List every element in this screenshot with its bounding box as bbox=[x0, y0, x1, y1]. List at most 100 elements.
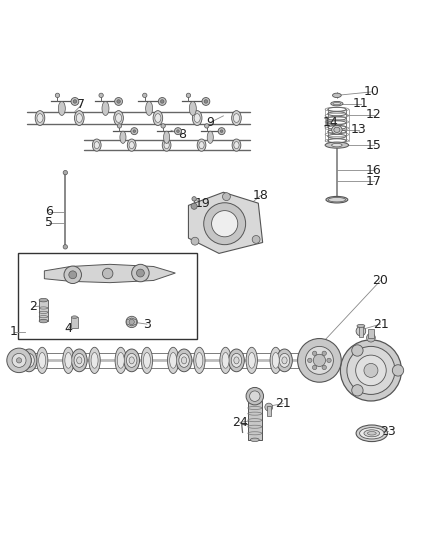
Ellipse shape bbox=[164, 142, 169, 149]
Ellipse shape bbox=[63, 348, 74, 374]
Polygon shape bbox=[127, 318, 137, 326]
Circle shape bbox=[115, 98, 123, 106]
Ellipse shape bbox=[334, 127, 340, 133]
Circle shape bbox=[322, 365, 326, 369]
Circle shape bbox=[205, 124, 209, 128]
Ellipse shape bbox=[332, 93, 341, 98]
Circle shape bbox=[367, 333, 375, 342]
Bar bbox=[248, 400, 262, 440]
Text: 17: 17 bbox=[366, 175, 382, 188]
Text: 6: 6 bbox=[45, 205, 53, 219]
Ellipse shape bbox=[129, 142, 134, 149]
Ellipse shape bbox=[92, 139, 101, 151]
Ellipse shape bbox=[277, 349, 292, 372]
Circle shape bbox=[137, 269, 145, 277]
Ellipse shape bbox=[272, 352, 279, 368]
Ellipse shape bbox=[167, 348, 179, 374]
Ellipse shape bbox=[356, 425, 388, 441]
Ellipse shape bbox=[246, 348, 258, 374]
Circle shape bbox=[322, 351, 326, 356]
Text: 23: 23 bbox=[381, 425, 396, 438]
Circle shape bbox=[160, 100, 164, 103]
Ellipse shape bbox=[229, 349, 244, 372]
Circle shape bbox=[158, 98, 166, 106]
Circle shape bbox=[117, 100, 120, 103]
Circle shape bbox=[71, 98, 79, 106]
Text: 16: 16 bbox=[366, 164, 382, 177]
Text: 13: 13 bbox=[351, 123, 367, 136]
Text: 22: 22 bbox=[379, 364, 395, 377]
Ellipse shape bbox=[65, 352, 72, 368]
Ellipse shape bbox=[222, 352, 229, 368]
Text: 10: 10 bbox=[364, 85, 380, 99]
Ellipse shape bbox=[248, 352, 255, 368]
Ellipse shape bbox=[91, 352, 98, 368]
Ellipse shape bbox=[127, 139, 136, 151]
Ellipse shape bbox=[233, 114, 240, 123]
Ellipse shape bbox=[36, 348, 48, 374]
Text: 18: 18 bbox=[253, 189, 268, 202]
Circle shape bbox=[250, 391, 260, 401]
Ellipse shape bbox=[196, 352, 203, 368]
Circle shape bbox=[220, 130, 223, 133]
Text: 3: 3 bbox=[143, 318, 151, 330]
Ellipse shape bbox=[234, 142, 239, 149]
Ellipse shape bbox=[153, 111, 162, 125]
Ellipse shape bbox=[146, 101, 152, 116]
Circle shape bbox=[265, 403, 273, 411]
Circle shape bbox=[12, 353, 26, 367]
Ellipse shape bbox=[176, 349, 192, 372]
Ellipse shape bbox=[181, 357, 187, 364]
Ellipse shape bbox=[179, 353, 189, 367]
Circle shape bbox=[191, 203, 197, 209]
Circle shape bbox=[305, 346, 333, 374]
Text: 14: 14 bbox=[322, 116, 338, 129]
Circle shape bbox=[132, 264, 149, 282]
Ellipse shape bbox=[77, 357, 82, 364]
Ellipse shape bbox=[197, 139, 206, 151]
Circle shape bbox=[347, 346, 395, 394]
Circle shape bbox=[312, 365, 317, 369]
Ellipse shape bbox=[21, 349, 37, 372]
Circle shape bbox=[55, 93, 60, 98]
Ellipse shape bbox=[328, 198, 346, 202]
Circle shape bbox=[129, 319, 134, 325]
Circle shape bbox=[126, 316, 138, 328]
Circle shape bbox=[63, 245, 67, 249]
Circle shape bbox=[218, 128, 225, 135]
Circle shape bbox=[246, 387, 264, 405]
Ellipse shape bbox=[71, 316, 78, 318]
Ellipse shape bbox=[26, 357, 32, 364]
Ellipse shape bbox=[332, 143, 342, 147]
Text: 19: 19 bbox=[194, 197, 210, 210]
Circle shape bbox=[312, 351, 317, 356]
Ellipse shape bbox=[232, 111, 241, 125]
Bar bbox=[39, 300, 48, 321]
Ellipse shape bbox=[155, 114, 161, 123]
Ellipse shape bbox=[162, 139, 171, 151]
Ellipse shape bbox=[74, 353, 85, 367]
Ellipse shape bbox=[71, 349, 87, 372]
Circle shape bbox=[252, 236, 260, 244]
Ellipse shape bbox=[332, 125, 342, 134]
Circle shape bbox=[117, 124, 122, 128]
Circle shape bbox=[7, 348, 31, 373]
Ellipse shape bbox=[74, 111, 84, 125]
Circle shape bbox=[352, 385, 363, 396]
Circle shape bbox=[102, 268, 113, 279]
Text: 15: 15 bbox=[366, 139, 382, 151]
Circle shape bbox=[327, 358, 331, 362]
Ellipse shape bbox=[116, 114, 122, 123]
Ellipse shape bbox=[194, 348, 205, 374]
Circle shape bbox=[202, 98, 210, 106]
Ellipse shape bbox=[220, 348, 231, 374]
Ellipse shape bbox=[35, 111, 45, 125]
Ellipse shape bbox=[234, 357, 239, 364]
Circle shape bbox=[69, 271, 77, 279]
Bar bbox=[359, 326, 363, 337]
Ellipse shape bbox=[360, 427, 384, 439]
Ellipse shape bbox=[39, 298, 48, 302]
Circle shape bbox=[186, 93, 191, 98]
Ellipse shape bbox=[58, 101, 65, 116]
Text: 1: 1 bbox=[10, 326, 18, 338]
